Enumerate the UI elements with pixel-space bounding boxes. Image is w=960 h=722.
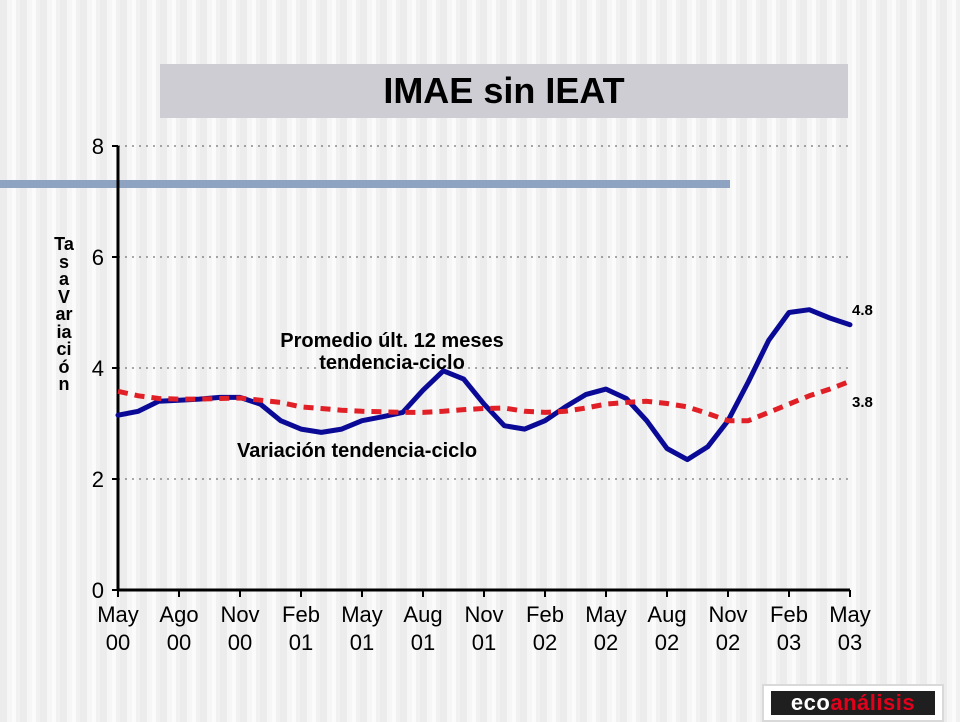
series-lines bbox=[115, 307, 853, 463]
x-tick-label-month: Nov bbox=[220, 602, 259, 627]
x-tick-labels: May 00 Ago 00 Nov 00 Feb 01 May 01 Aug 01 Nov 01 Feb 02… bbox=[97, 602, 871, 655]
x-tick-label-month: May bbox=[341, 602, 383, 627]
x-tick-label-month: May bbox=[585, 602, 627, 627]
ecoanalisis-logo: eco análisis bbox=[762, 684, 944, 722]
x-tick-label-month: Feb bbox=[770, 602, 808, 627]
x-tick-label-month: Feb bbox=[282, 602, 320, 627]
title-bar: IMAE sin IEAT bbox=[160, 64, 848, 118]
end-label-promedio: 3.8 bbox=[852, 394, 873, 411]
x-tick-label-month: Feb bbox=[526, 602, 564, 627]
x-tick-label-year: 00 bbox=[167, 630, 191, 655]
x-tick-label-month: May bbox=[829, 602, 871, 627]
logo-text-analisis: análisis bbox=[830, 690, 916, 715]
x-tick-label-month: Nov bbox=[708, 602, 747, 627]
x-tick-label-month: Nov bbox=[464, 602, 503, 627]
x-tick-label-year: 02 bbox=[655, 630, 679, 655]
annotation-promedio-line2: tendencia-ciclo bbox=[319, 352, 465, 374]
annotation-promedio-line1: Promedio últ. 12 meses bbox=[280, 330, 503, 352]
x-tick-label-year: 00 bbox=[106, 630, 130, 655]
x-tick-label-year: 00 bbox=[228, 630, 252, 655]
x-tick-label-year: 01 bbox=[289, 630, 313, 655]
end-label-variacion: 4.8 bbox=[852, 302, 873, 319]
y-tick-labels: 0 2 4 6 8 bbox=[92, 134, 104, 603]
x-tick-label-month: Aug bbox=[403, 602, 442, 627]
x-tick-label-year: 01 bbox=[411, 630, 435, 655]
axes bbox=[112, 145, 851, 597]
x-tick-label-year: 01 bbox=[350, 630, 374, 655]
annotations: Promedio últ. 12 meses tendencia-ciclo V… bbox=[237, 302, 873, 462]
y-tick-label: 8 bbox=[92, 134, 104, 159]
x-tick-label-year: 01 bbox=[472, 630, 496, 655]
x-tick-label-year: 02 bbox=[716, 630, 740, 655]
series-line-promedio bbox=[117, 378, 851, 424]
y-tick-label: 2 bbox=[92, 467, 104, 492]
x-tick-label-month: Aug bbox=[647, 602, 686, 627]
logo-text-eco: eco bbox=[790, 690, 831, 715]
x-tick-label-month: May bbox=[97, 602, 139, 627]
y-tick-label: 0 bbox=[92, 578, 104, 603]
y-tick-label: 6 bbox=[92, 245, 104, 270]
gridlines bbox=[118, 145, 850, 480]
annotation-variacion: Variación tendencia-ciclo bbox=[237, 440, 477, 462]
x-tick-label-year: 02 bbox=[594, 630, 618, 655]
accent-bar bbox=[0, 180, 730, 188]
x-tick-label-year: 03 bbox=[838, 630, 862, 655]
x-tick-label-year: 03 bbox=[777, 630, 801, 655]
x-tick-label-year: 02 bbox=[533, 630, 557, 655]
chart-title: IMAE sin IEAT bbox=[383, 70, 625, 111]
y-axis-label: Tasa Variación bbox=[54, 234, 75, 394]
x-tick-label-month: Ago bbox=[159, 602, 198, 627]
y-tick-label: 4 bbox=[92, 356, 104, 381]
